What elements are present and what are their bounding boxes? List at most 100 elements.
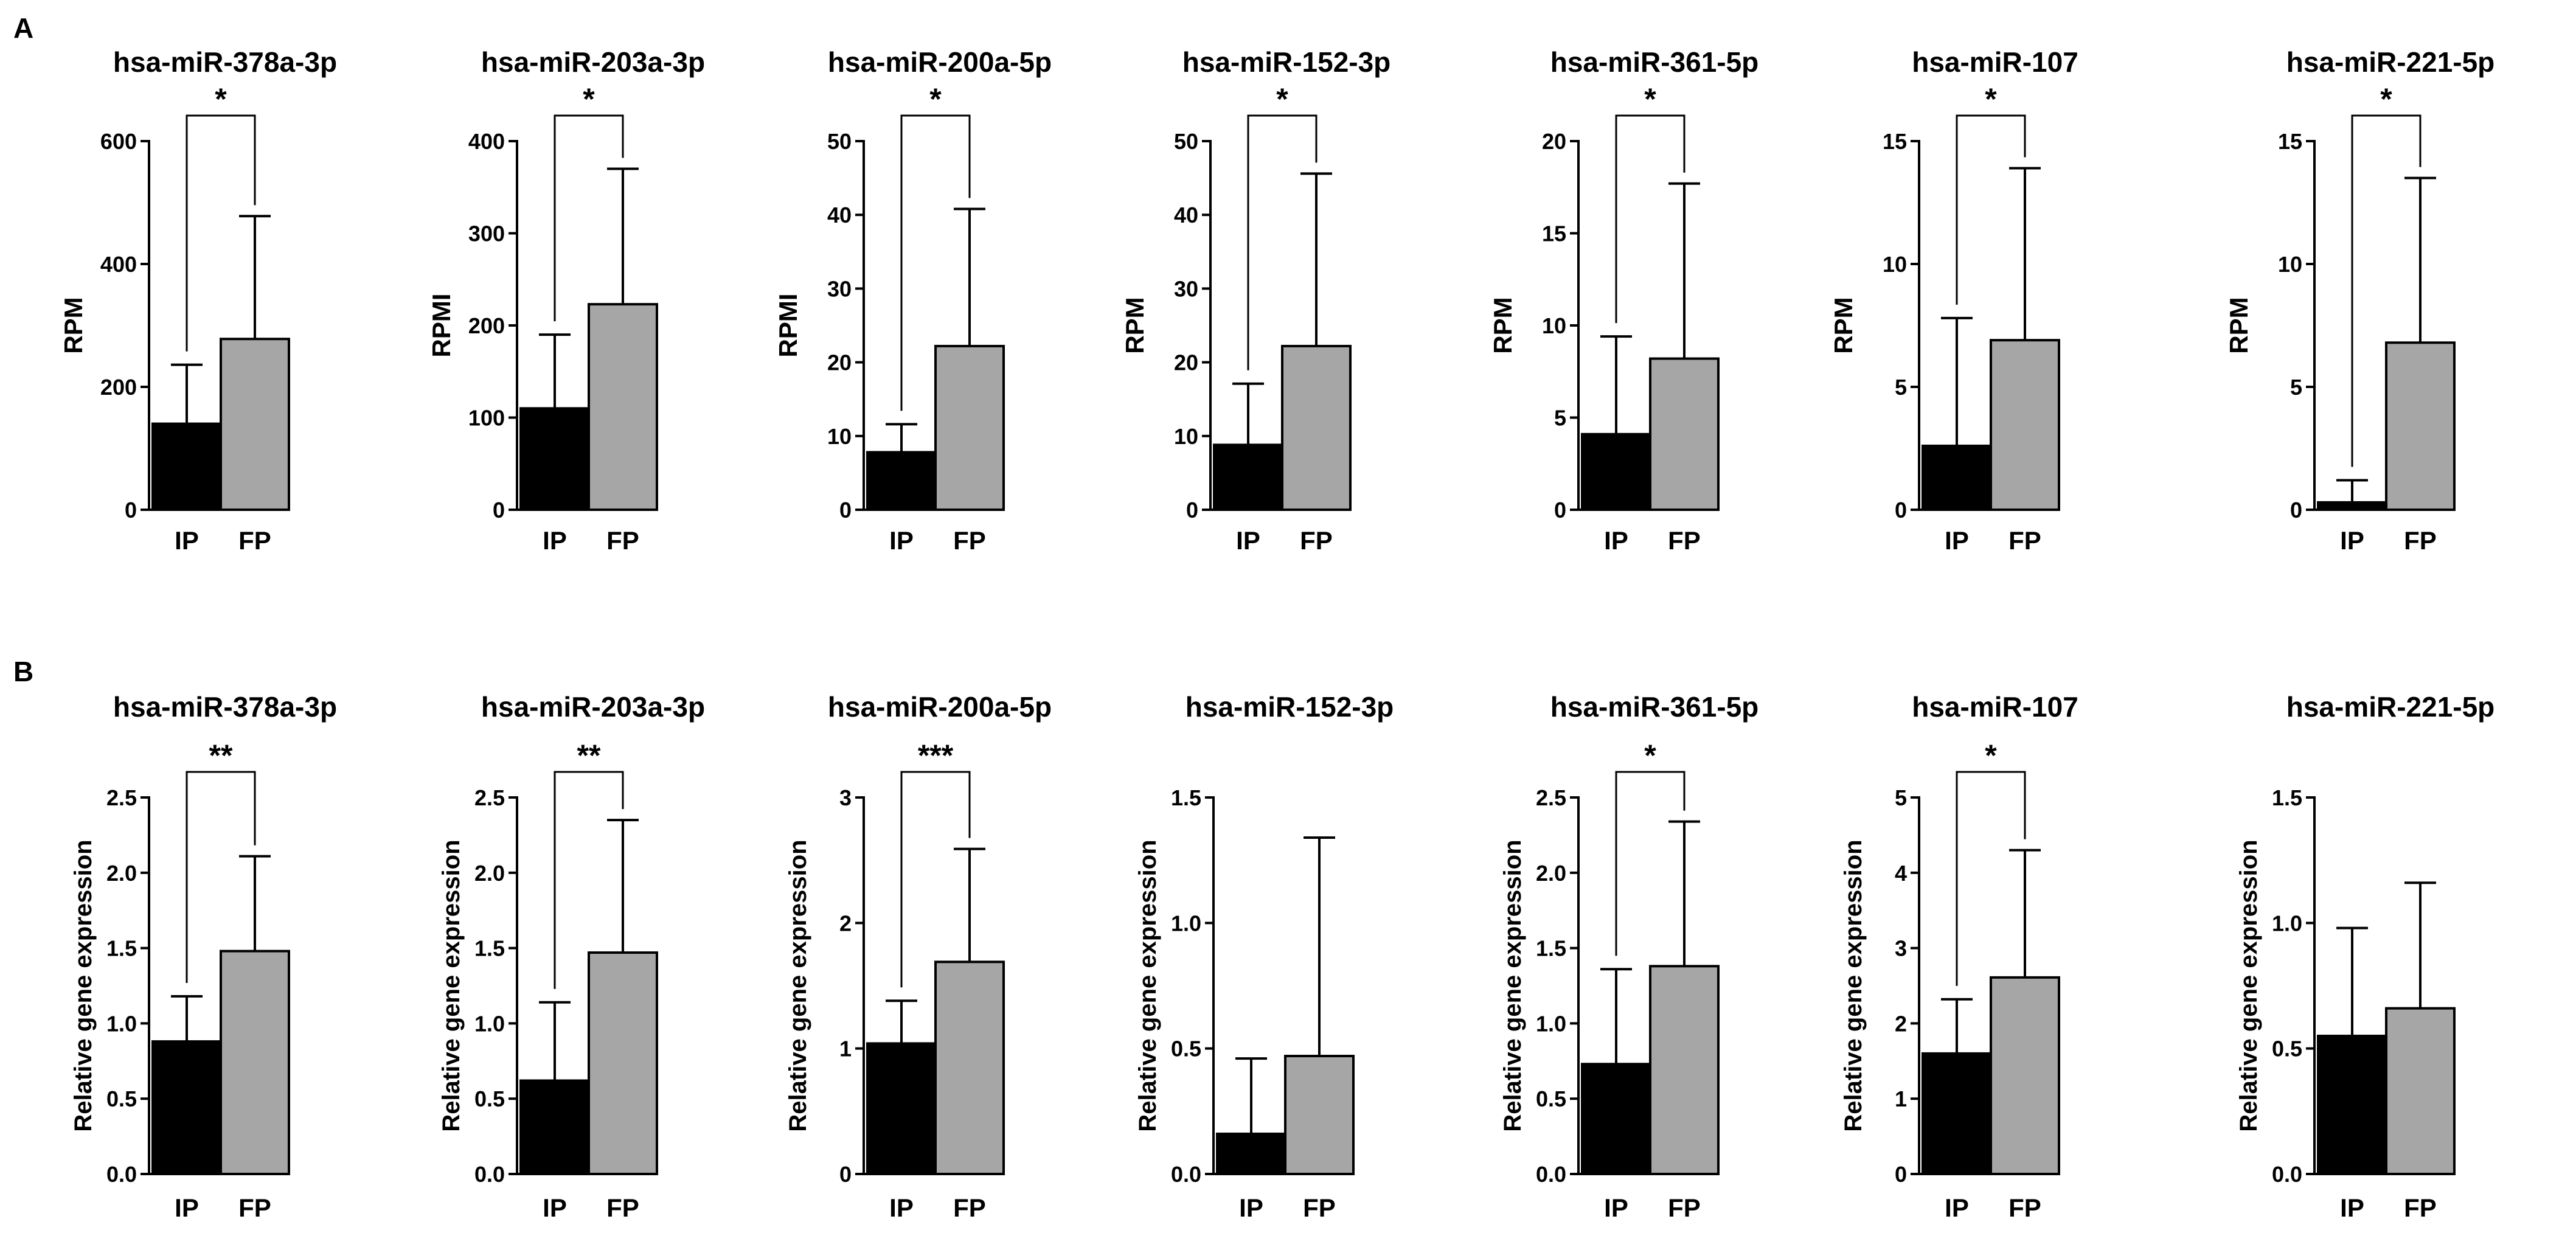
y-tick-label: 400 [468,129,505,154]
significance-bracket [900,114,971,411]
bar-ip [1216,1132,1286,1176]
y-tick-label: 1.0 [2272,911,2302,936]
y-tick-label: 0.5 [2272,1037,2302,1061]
category-label: FP [1668,1193,1701,1222]
chart-title: hsa-miR-152-3p [1186,691,1394,723]
bar-fp [588,303,658,511]
y-tick-label: 5 [2290,375,2302,400]
y-tick-label: 1 [839,1037,852,1061]
significance-bracket [554,114,624,322]
chart-a-2: hsa-miR-203a-3p 0 100 200 300 400 RPMI IP FP * [427,46,705,555]
significance-label: ** [209,738,233,773]
category-label: IP [1945,1193,1969,1222]
panel-label-b: B [13,656,33,687]
significance-bracket [1615,114,1686,324]
y-tick-label: 0.0 [474,1162,505,1187]
category-label: FP [2404,526,2437,555]
category-label: FP [1668,526,1701,555]
y-tick-label: 2.5 [474,785,505,810]
chart-title: hsa-miR-203a-3p [481,46,705,78]
y-axis-label: RPM [2224,297,2253,353]
significance-bracket [1956,114,2026,305]
y-tick-label: 1.5 [2272,785,2302,810]
significance-bracket [1247,114,1318,370]
bar-ip [519,1079,590,1176]
y-tick-label: 0.0 [1171,1162,1201,1187]
bar-fp [1284,1055,1355,1175]
bar-ip [1922,444,1992,512]
y-axis-label: Relative gene expression [1499,839,1526,1131]
chart-title: hsa-miR-152-3p [1182,46,1391,78]
y-tick-label: 0 [1554,498,1566,523]
significance-label: * [1985,738,1997,773]
y-tick-label: 1.5 [474,936,505,961]
chart-title: hsa-miR-107 [1912,691,2078,723]
chart-title: hsa-miR-221-5p [2286,691,2495,723]
chart-a-7: hsa-miR-221-5p 0 5 10 15 RPM IP FP * [2224,46,2494,555]
y-tick-label: 5 [1554,406,1566,431]
category-label: IP [1604,526,1628,555]
significance-label: * [1644,738,1656,773]
y-tick-label: 0.5 [1536,1086,1566,1111]
significance-label: * [1644,82,1656,116]
bar-fp [1649,357,1720,511]
chart-title: hsa-miR-378a-3p [113,46,337,78]
y-tick-label: 15 [1542,221,1566,246]
bar-ip [1213,443,1283,511]
bar-fp [1990,339,2060,511]
chart-title: hsa-miR-200a-5p [828,691,1052,723]
y-tick-label: 0 [839,498,852,523]
bar-ip [151,422,222,511]
y-tick-label: 1.0 [1171,911,1201,936]
y-tick-label: 3 [1895,936,1907,961]
chart-a-1: hsa-miR-378a-3p 0 200 400 600 RPM IP FP * [59,46,337,555]
y-tick-label: 1.5 [106,936,137,961]
chart-title: hsa-miR-200a-5p [828,46,1052,78]
chart-title: hsa-miR-107 [1912,46,2078,78]
category-label: IP [543,526,567,555]
chart-b-1: hsa-miR-378a-3p 0.0 0.5 1.0 1.5 2.0 2.5 Relativ… [70,691,337,1222]
category-label: FP [1300,526,1333,555]
y-tick-label: 50 [1174,129,1198,154]
y-tick-label: 50 [827,129,852,154]
significance-label: * [1985,82,1997,116]
category-label: FP [238,1193,271,1222]
category-label: IP [175,1193,199,1222]
category-label: FP [606,526,639,555]
chart-b-6: hsa-miR-107 0 1 2 3 4 5 Relative gene expressio… [1840,691,2078,1222]
category-label: IP [1239,1193,1263,1222]
y-tick-label: 300 [468,221,505,246]
category-label: FP [953,1193,986,1222]
y-tick-label: 20 [1542,129,1566,154]
bar-ip [2317,501,2387,512]
y-tick-label: 15 [1883,129,1907,154]
y-tick-label: 2 [1895,1011,1907,1036]
y-tick-label: 0 [2290,498,2302,523]
chart-title: hsa-miR-203a-3p [481,691,705,723]
y-tick-label: 0.5 [106,1086,137,1111]
y-axis-label: Relative gene expression [785,839,811,1131]
y-tick-label: 30 [827,276,852,301]
bar-fp [2385,341,2456,512]
category-label: FP [1303,1193,1336,1222]
y-tick-label: 0.0 [2272,1162,2302,1187]
significance-bracket [186,771,256,983]
category-label: FP [2008,1193,2041,1222]
chart-b-2: hsa-miR-203a-3p 0.0 0.5 1.0 1.5 2.0 2.5 Relativ… [438,691,705,1222]
y-tick-label: 0 [1186,498,1198,523]
bar-ip [1581,1063,1651,1175]
y-tick-label: 20 [1174,350,1198,375]
bar-ip [2317,1035,2387,1175]
y-tick-label: 0 [1895,1162,1907,1187]
chart-a-3: hsa-miR-200a-5p 0 10 20 30 40 50 RPMI IP FP * [774,46,1052,555]
y-tick-label: 0.0 [1536,1162,1566,1187]
y-tick-label: 200 [100,375,137,400]
chart-title: hsa-miR-361-5p [1550,691,1759,723]
y-tick-label: 1.5 [1171,785,1201,810]
panel-label-a: A [13,12,33,44]
y-axis-label: Relative gene expression [438,839,465,1131]
category-label: FP [2404,1193,2437,1222]
category-label: FP [953,526,986,555]
y-axis-label: RPMI [427,294,456,358]
